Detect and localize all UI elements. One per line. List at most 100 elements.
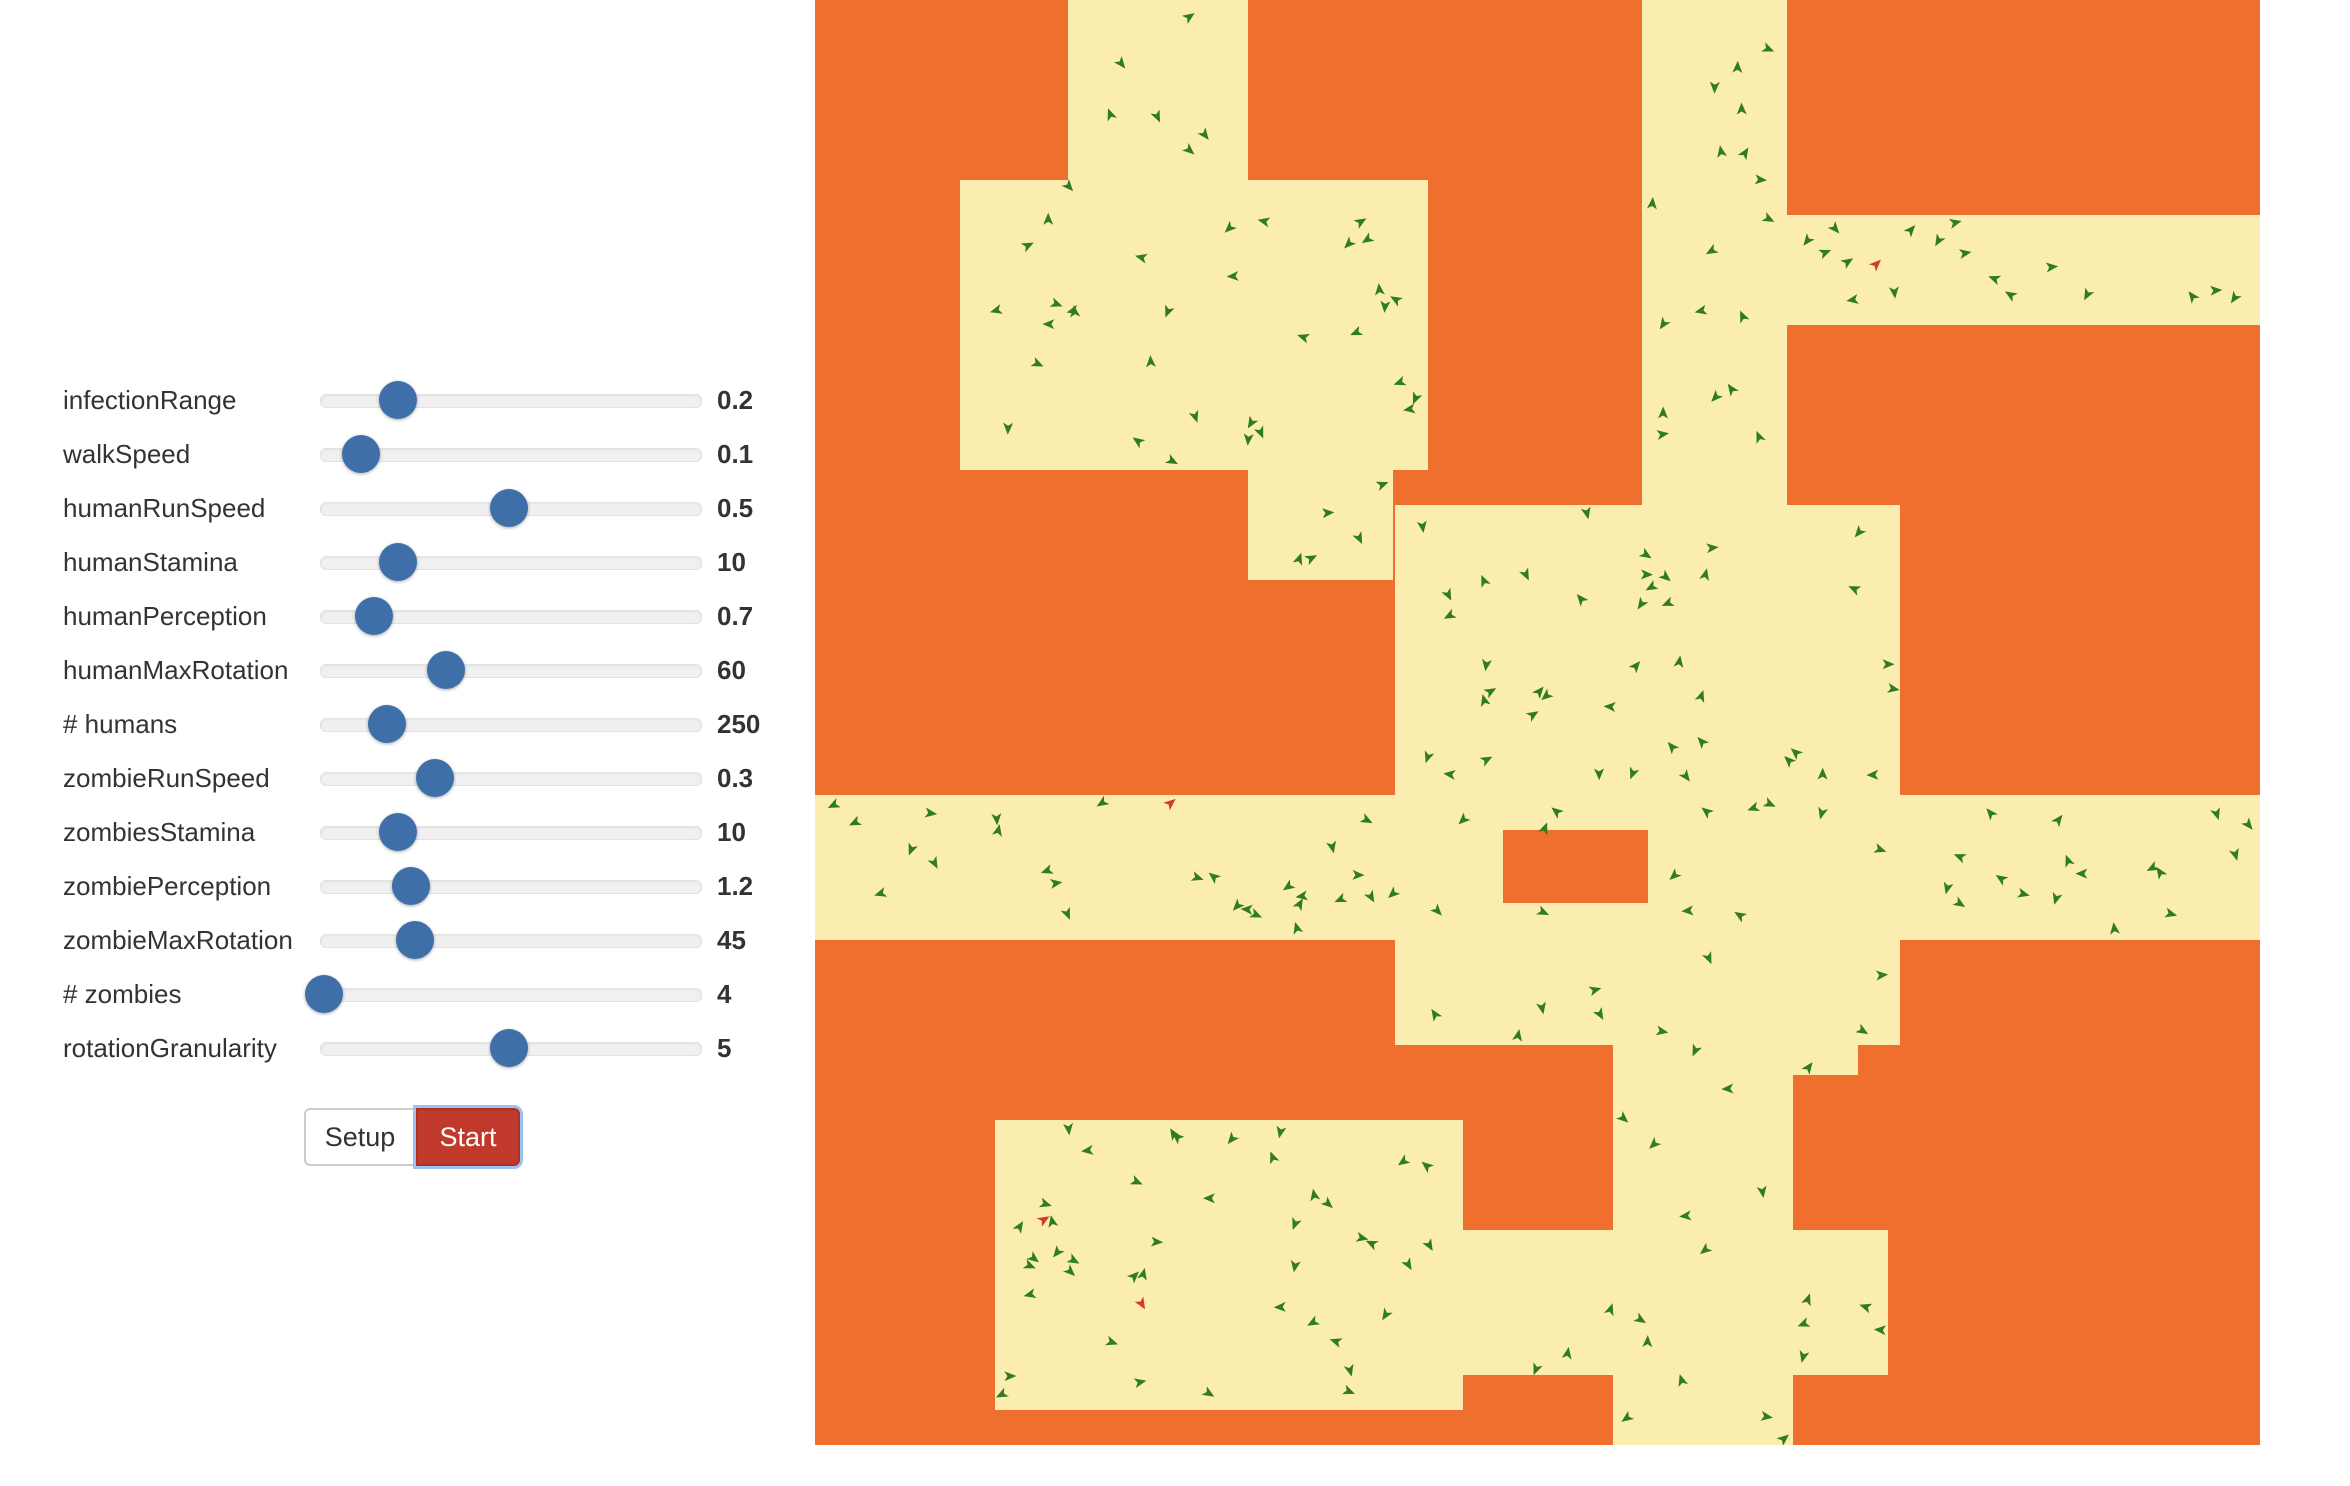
- slider-handle[interactable]: [367, 705, 406, 743]
- human-agent: [1310, 1188, 1321, 1202]
- human-agent: [1390, 296, 1404, 307]
- human-agent: [1740, 310, 1750, 324]
- human-agent: [1107, 108, 1117, 122]
- slider-label: zombieMaxRotation: [63, 925, 293, 955]
- human-agent: [1533, 1362, 1543, 1376]
- slider-handle[interactable]: [342, 435, 380, 473]
- human-agent: [1292, 1216, 1302, 1230]
- slider-track[interactable]: [320, 610, 702, 624]
- human-agent: [1580, 506, 1591, 520]
- slider-row: humanMaxRotation 60: [63, 643, 763, 697]
- human-agent: [1818, 806, 1829, 820]
- human-agent: [1482, 658, 1492, 672]
- human-agent: [1532, 686, 1544, 699]
- human-agent: [1633, 1312, 1647, 1324]
- human-agent: [1257, 217, 1271, 228]
- human-agent: [1421, 1161, 1435, 1174]
- zombie-agent: [1868, 259, 1882, 272]
- human-agent: [1424, 750, 1435, 764]
- slider-handle[interactable]: [391, 867, 430, 905]
- human-agent: [2241, 817, 2253, 830]
- slider-handle[interactable]: [490, 489, 528, 527]
- slider-handle[interactable]: [395, 921, 434, 959]
- human-agent: [1694, 689, 1705, 703]
- human-agent: [1986, 808, 1998, 821]
- human-agent: [1329, 1338, 1343, 1348]
- human-agent: [1061, 179, 1074, 192]
- human-agent: [1365, 1240, 1379, 1251]
- human-agent: [1363, 889, 1375, 903]
- human-agent: [1679, 1210, 1692, 1221]
- human-agent: [1479, 756, 1493, 767]
- slider-handle[interactable]: [379, 813, 417, 851]
- human-agent: [1397, 1154, 1411, 1166]
- human-agent: [1043, 212, 1054, 225]
- slider-track[interactable]: [320, 988, 702, 1002]
- human-agent: [827, 798, 841, 808]
- slider-track[interactable]: [320, 826, 702, 840]
- slider-track[interactable]: [320, 394, 702, 408]
- agents: [827, 13, 2253, 1445]
- human-agent: [1875, 970, 1889, 981]
- slider-handle[interactable]: [427, 651, 466, 689]
- slider-value: 1.2: [717, 871, 754, 901]
- street-segment: [960, 180, 1428, 470]
- slider-label: zombieRunSpeed: [63, 763, 270, 793]
- human-agent: [1170, 1128, 1181, 1142]
- slider-handle[interactable]: [490, 1029, 528, 1067]
- slider-row: walkSpeed 0.1: [63, 427, 763, 481]
- human-agent: [1958, 249, 1972, 259]
- human-agent: [1737, 147, 1749, 161]
- slider-track[interactable]: [320, 718, 702, 732]
- human-agent: [1943, 881, 1954, 895]
- human-agent: [1165, 304, 1175, 318]
- human-agent: [1023, 1288, 1037, 1299]
- human-agent: [1443, 608, 1457, 619]
- slider-row: humanRunSpeed 0.5: [63, 481, 763, 535]
- slider-value: 0.2: [717, 385, 754, 415]
- human-agent: [1096, 795, 1110, 807]
- human-agent: [2230, 290, 2242, 304]
- human-agent: [1297, 333, 1311, 344]
- human-agent: [1784, 756, 1797, 768]
- human-agent: [1387, 886, 1401, 899]
- slider-track[interactable]: [320, 934, 702, 948]
- human-agent: [1326, 840, 1336, 854]
- start-button[interactable]: Start: [416, 1108, 520, 1166]
- slider-handle[interactable]: [305, 975, 343, 1013]
- human-agent: [1760, 1410, 1774, 1421]
- human-agent: [1616, 1110, 1629, 1123]
- slider-handle[interactable]: [379, 381, 417, 419]
- human-agent: [1352, 531, 1363, 545]
- human-agent: [1776, 1434, 1789, 1445]
- simulation-world: [815, 0, 2260, 1445]
- human-agent: [1290, 1259, 1301, 1273]
- human-agent: [1113, 55, 1126, 69]
- human-agent: [1030, 356, 1044, 367]
- human-agent: [1132, 437, 1146, 449]
- human-agent: [2065, 854, 2075, 868]
- human-agent: [1004, 1371, 1017, 1382]
- human-agent: [2016, 887, 2030, 898]
- setup-button[interactable]: Setup: [304, 1108, 416, 1166]
- slider-row: humanPerception 0.7: [63, 589, 763, 643]
- human-agent: [1295, 890, 1309, 901]
- human-agent: [1070, 305, 1081, 318]
- slider-track[interactable]: [320, 772, 702, 786]
- human-agent: [1232, 898, 1245, 911]
- slider-handle[interactable]: [379, 543, 417, 581]
- slider-label: # humans: [63, 709, 178, 739]
- slider-track[interactable]: [320, 664, 702, 678]
- slider-handle[interactable]: [416, 759, 454, 797]
- human-agent: [1053, 1245, 1065, 1258]
- human-agent: [1320, 1196, 1333, 1209]
- human-agent: [1538, 822, 1548, 836]
- slider-handle[interactable]: [354, 597, 393, 635]
- slider-track[interactable]: [320, 448, 702, 462]
- slider-track[interactable]: [320, 556, 702, 570]
- human-agent: [995, 1387, 1009, 1398]
- slider-track[interactable]: [320, 880, 702, 894]
- human-agent: [908, 842, 918, 856]
- human-agent: [2146, 860, 2160, 871]
- human-agent: [848, 815, 862, 826]
